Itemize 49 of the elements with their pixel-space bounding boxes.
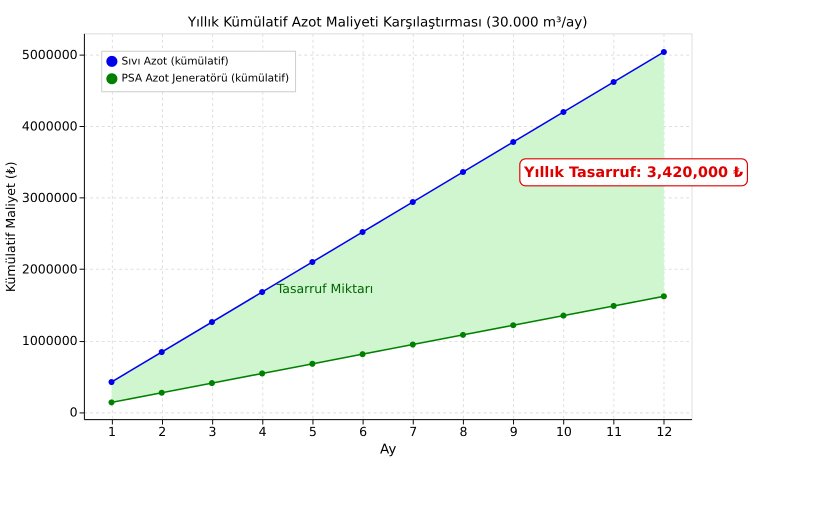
- annotation: Tasarruf Miktarı: [276, 280, 374, 296]
- x-axis-title: Ay: [380, 441, 396, 458]
- y-axis-title: Kümülatif Maliyet (₺): [3, 161, 18, 292]
- x-tick-label: 1: [108, 424, 116, 440]
- x-tick-label: 5: [308, 424, 317, 440]
- y-tick-label: 5000000: [22, 47, 78, 62]
- x-tick-label: 6: [359, 424, 368, 440]
- point: [309, 258, 316, 266]
- point: [259, 370, 266, 377]
- y-tick-label: 0: [70, 404, 78, 420]
- x-tick-label: 11: [606, 424, 622, 440]
- y-tick-label: 2000000: [22, 262, 78, 277]
- point: [158, 348, 165, 356]
- x-tick-label: 3: [208, 424, 216, 440]
- point: [360, 228, 366, 236]
- point: [259, 288, 266, 296]
- point: [360, 351, 366, 358]
- x-tick-label: 12: [656, 424, 672, 440]
- point: [460, 168, 466, 176]
- annotation: Yıllık Tasarruf: 3,420,000 ₺: [523, 165, 744, 182]
- point: [309, 360, 316, 367]
- x-tick-label: 8: [460, 424, 468, 440]
- point: [208, 380, 215, 386]
- legend-label: Sıvı Azot (kümülatif): [122, 55, 229, 68]
- point: [660, 48, 667, 56]
- point: [108, 378, 115, 386]
- point: [510, 322, 516, 328]
- x-tick-label: 2: [158, 424, 166, 440]
- point: [610, 78, 617, 86]
- point: [610, 302, 617, 309]
- point: [510, 138, 516, 146]
- point: [660, 293, 667, 300]
- x-tick-label: 10: [556, 424, 572, 440]
- point: [560, 312, 566, 319]
- y-tick-label: 4000000: [22, 118, 78, 134]
- x-tick-label: 4: [258, 424, 267, 440]
- point: [108, 399, 115, 406]
- legend-label: PSA Azot Jeneratörü (kümülatif): [122, 72, 290, 85]
- point: [208, 318, 215, 326]
- y-tick-label: 1000000: [22, 332, 78, 348]
- point: [460, 332, 466, 338]
- point: [560, 108, 566, 116]
- x-tick-label: 9: [510, 424, 518, 440]
- chart-title: Yıllık Kümülatif Azot Maliyeti Karşılaştırması (30.000 m³/ay): [186, 14, 588, 31]
- y-tick-label: 3000000: [22, 190, 78, 206]
- point: [410, 198, 416, 206]
- point: [410, 341, 416, 348]
- x-tick-label: 7: [409, 424, 418, 440]
- point: [158, 390, 165, 396]
